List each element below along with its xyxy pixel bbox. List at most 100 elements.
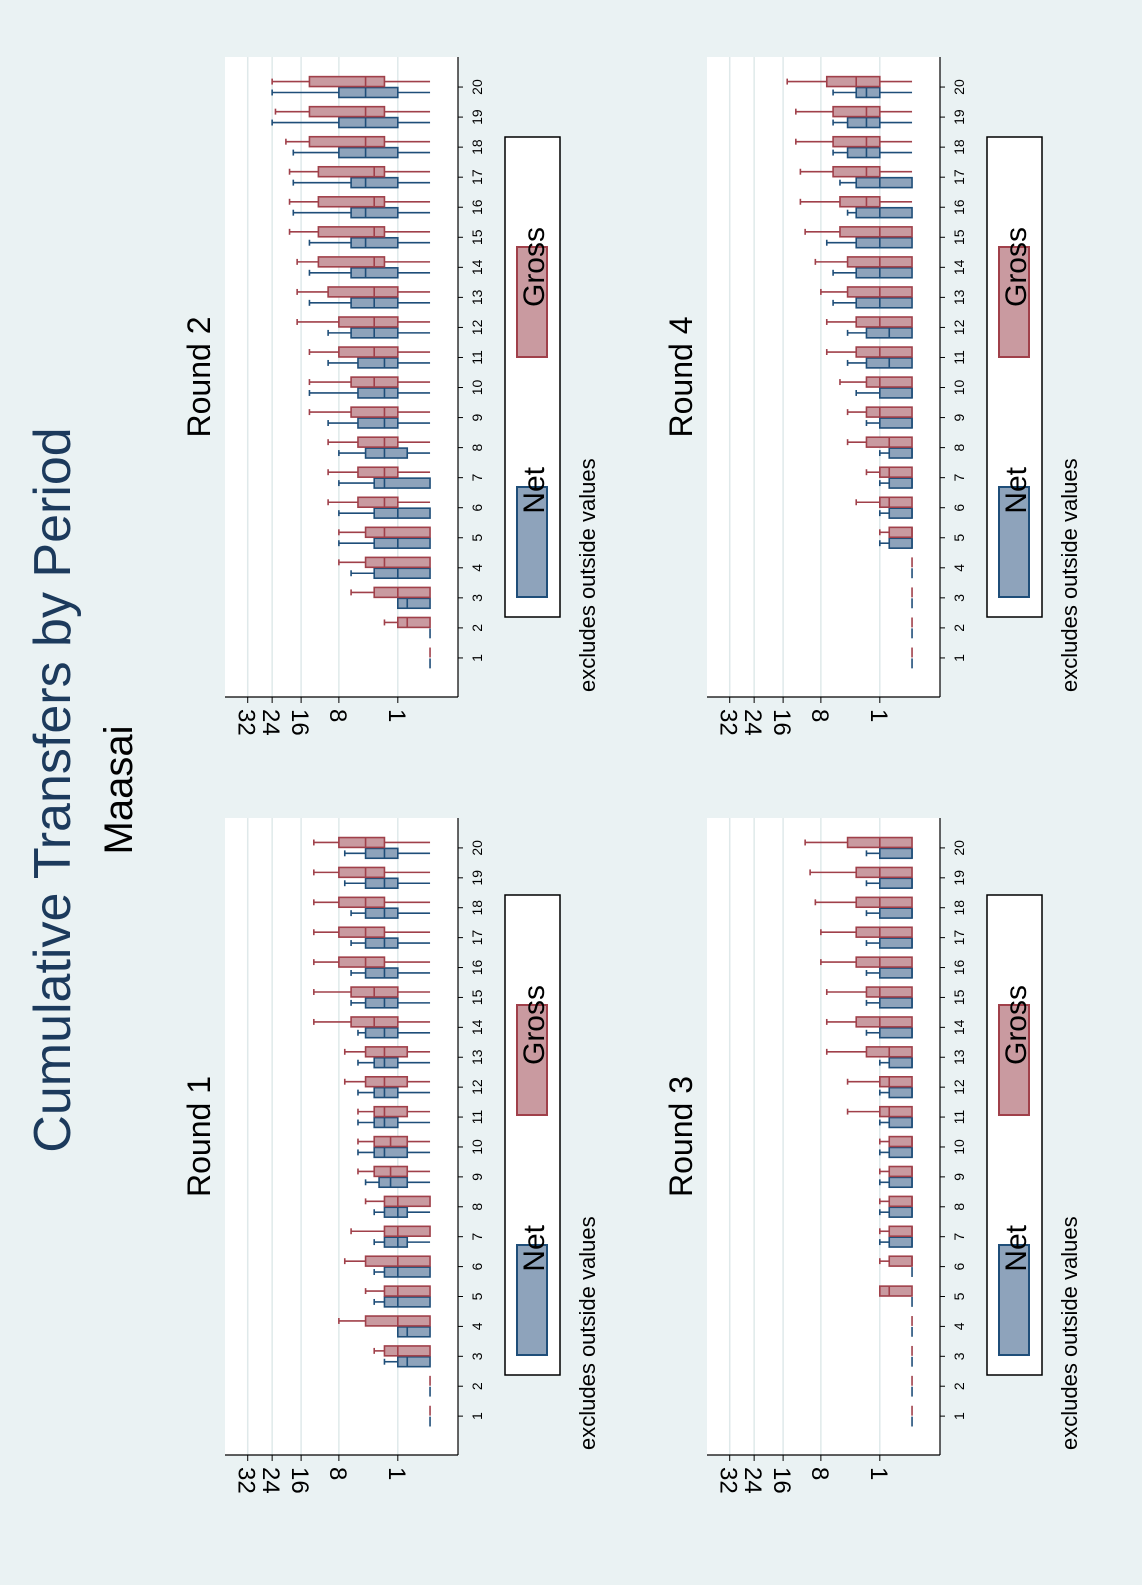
category-tick-label: 10 xyxy=(469,1139,485,1155)
legend-key-net xyxy=(998,486,1030,598)
box-gross xyxy=(832,105,881,118)
box-net xyxy=(373,537,431,549)
category-tick-label: 16 xyxy=(951,960,967,976)
legend-label-net: Net xyxy=(1000,466,1033,513)
box-gross xyxy=(338,346,399,358)
legend-key-net xyxy=(516,1244,548,1356)
category-tick-label: 15 xyxy=(951,229,967,245)
category-tick-label: 7 xyxy=(951,474,967,482)
legend: Net Gross xyxy=(986,894,1043,1376)
category-tick-label: 8 xyxy=(469,444,485,452)
box-net xyxy=(397,1326,431,1338)
category-tick-label: 8 xyxy=(951,444,967,452)
category-tick-label: 5 xyxy=(951,1292,967,1300)
category-tick-label: 11 xyxy=(469,350,485,365)
box-gross xyxy=(357,496,399,509)
value-tick-label: 32 xyxy=(715,709,742,736)
box-net xyxy=(364,847,399,860)
panel-note: excludes outside values xyxy=(575,458,600,692)
box-gross xyxy=(373,1105,409,1118)
box-gross xyxy=(317,256,386,268)
box-gross xyxy=(865,376,913,388)
box-net xyxy=(364,877,399,889)
category-tick-label: 2 xyxy=(951,1382,967,1390)
box-net xyxy=(879,1027,913,1039)
category-tick-label: 11 xyxy=(469,1110,485,1125)
category-tick-label: 11 xyxy=(951,350,967,365)
category-tick-label: 6 xyxy=(469,504,485,512)
box-net xyxy=(373,1086,399,1099)
legend-label-net: Net xyxy=(518,1224,551,1271)
box-net xyxy=(338,86,399,99)
box-gross xyxy=(364,1075,409,1088)
box-gross xyxy=(879,1075,913,1088)
value-tick-label: 24 xyxy=(257,1467,284,1494)
chart-panel-1: 181624321234567891011121314151617181920R… xyxy=(181,818,600,1494)
category-tick-label: 18 xyxy=(951,900,967,916)
value-tick-label: 32 xyxy=(233,709,260,736)
box-net xyxy=(350,206,399,219)
box-gross xyxy=(839,196,881,208)
legend-key-gross xyxy=(516,246,548,358)
category-tick-label: 5 xyxy=(469,534,485,542)
box-net xyxy=(855,236,913,249)
value-tick-label: 1 xyxy=(865,1467,892,1480)
category-tick-label: 17 xyxy=(951,169,967,185)
box-net xyxy=(888,1176,913,1189)
value-tick-label: 32 xyxy=(233,1467,260,1494)
legend: Net Gross xyxy=(504,136,561,618)
category-tick-label: 5 xyxy=(469,1292,485,1300)
category-tick-label: 3 xyxy=(469,594,485,602)
value-tick-label: 16 xyxy=(286,709,313,736)
box-net xyxy=(879,387,913,399)
box-gross xyxy=(338,866,386,879)
box-net xyxy=(888,1056,913,1069)
category-tick-label: 16 xyxy=(469,199,485,215)
box-gross xyxy=(308,135,386,148)
box-gross xyxy=(383,1195,431,1208)
box-gross xyxy=(832,135,881,148)
category-tick-label: 16 xyxy=(951,199,967,215)
box-net xyxy=(383,1266,431,1278)
box-gross xyxy=(383,1285,431,1297)
box-net xyxy=(888,1116,913,1129)
box-net xyxy=(373,567,431,580)
legend-label-net: Net xyxy=(518,466,551,513)
category-tick-label: 10 xyxy=(951,380,967,396)
box-gross xyxy=(364,1046,409,1058)
box-net xyxy=(357,417,399,429)
box-net xyxy=(888,537,913,549)
category-tick-label: 20 xyxy=(951,840,967,856)
box-gross xyxy=(879,466,913,478)
value-tick-label: 24 xyxy=(257,709,284,736)
category-tick-label: 9 xyxy=(951,413,967,421)
box-gross xyxy=(855,346,913,358)
category-tick-label: 12 xyxy=(469,319,485,335)
category-tick-label: 13 xyxy=(951,289,967,305)
category-tick-label: 2 xyxy=(469,624,485,632)
category-tick-label: 13 xyxy=(951,1049,967,1065)
legend-label-gross: Gross xyxy=(518,985,551,1065)
box-net xyxy=(373,1056,399,1069)
legend-label-gross: Gross xyxy=(518,227,551,307)
category-tick-label: 4 xyxy=(951,1322,967,1330)
category-tick-label: 15 xyxy=(469,989,485,1005)
category-tick-label: 20 xyxy=(951,79,967,95)
box-gross xyxy=(338,836,386,849)
box-net xyxy=(397,1356,431,1368)
category-tick-label: 18 xyxy=(469,900,485,916)
box-net xyxy=(855,176,913,189)
box-gross xyxy=(879,1285,913,1297)
box-gross xyxy=(855,896,913,909)
category-tick-label: 10 xyxy=(469,380,485,396)
box-gross xyxy=(338,316,399,328)
box-gross xyxy=(357,466,399,478)
category-tick-label: 4 xyxy=(469,564,485,572)
category-tick-label: 7 xyxy=(951,1233,967,1241)
box-gross xyxy=(338,896,386,909)
legend-label-gross: Gross xyxy=(1000,227,1033,307)
category-tick-label: 3 xyxy=(951,1352,967,1360)
value-tick-label: 1 xyxy=(383,709,410,722)
box-gross xyxy=(865,406,913,418)
panel-title: Round 2 xyxy=(181,317,217,438)
